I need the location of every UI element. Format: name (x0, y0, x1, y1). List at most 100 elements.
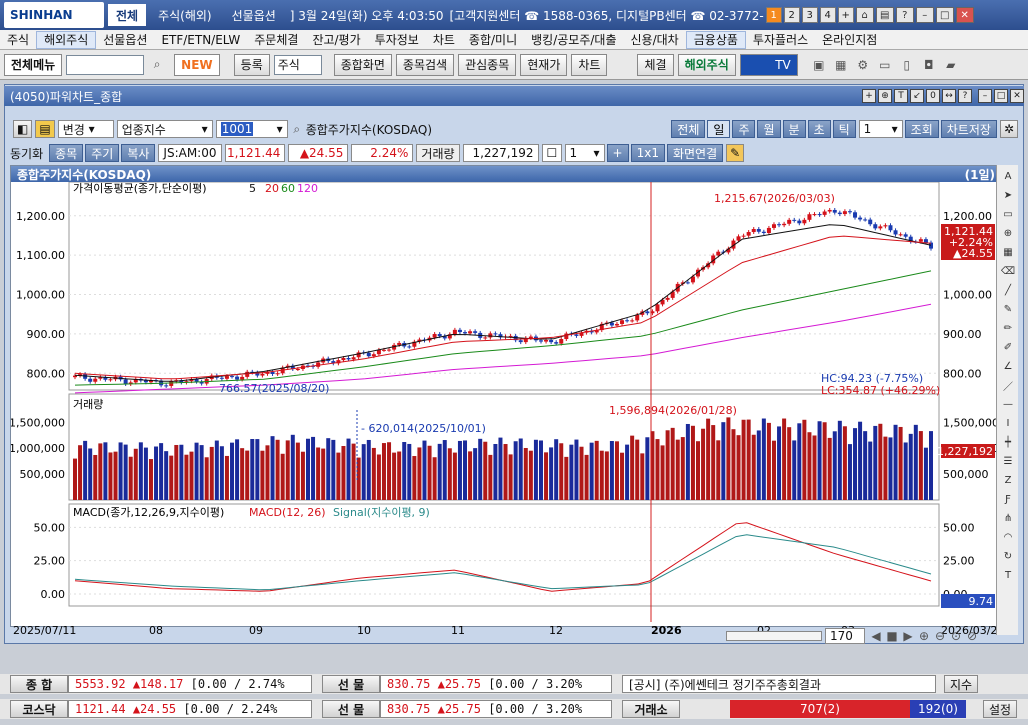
period-week-tab[interactable]: 주 (732, 120, 756, 138)
window-restore-icon[interactable]: □ (994, 89, 1008, 103)
new-button[interactable]: NEW (174, 53, 220, 76)
menu-item-10[interactable]: 신용/대차 (630, 33, 679, 47)
menu-item-11[interactable]: 금융상품 (685, 30, 746, 49)
zoom-in-icon[interactable]: ⊕ (918, 629, 930, 643)
period-second-tab[interactable]: 초 (807, 120, 831, 138)
stock-search-button[interactable]: 종목검색 (395, 53, 455, 76)
menu-item-12[interactable]: 투자플러스 (752, 33, 809, 47)
print-icon[interactable]: ▤ (875, 7, 894, 23)
code-search-icon[interactable]: ⌕ (293, 121, 301, 136)
pin-icon[interactable]: ⊕ (878, 89, 892, 103)
zero-icon[interactable]: 0 (926, 89, 940, 103)
tool-z-icon[interactable]: Z (1004, 474, 1012, 486)
tool-fan-icon[interactable]: ⋔ (1003, 512, 1013, 524)
watchlist-button[interactable]: 관심종목 (458, 53, 517, 76)
layout-icon[interactable]: ▭ (879, 57, 891, 72)
period-month-tab[interactable]: 월 (757, 120, 781, 138)
tool-angle-icon[interactable]: ∠ (1003, 360, 1013, 372)
tool-cycle-icon[interactable]: ↻ (1003, 550, 1013, 562)
checkbox-icon[interactable]: ☐ (541, 144, 562, 162)
window-minimize-icon[interactable]: – (978, 89, 992, 103)
menu-item-1[interactable]: 해외주식 (36, 30, 97, 49)
zoom-fit-icon[interactable]: ⊙ (950, 629, 962, 643)
tv-button[interactable]: TV (739, 53, 798, 76)
menu-item-4[interactable]: 주문체결 (254, 33, 299, 47)
menu-item-5[interactable]: 잔고/평가 (312, 33, 361, 47)
pencil-icon[interactable]: ✎ (726, 144, 745, 162)
register-button[interactable]: 등록 (233, 53, 270, 76)
tool-erase-icon[interactable]: ⌫ (1000, 265, 1016, 277)
tool-brush-icon[interactable]: ✏ (1003, 322, 1013, 334)
menu-item-13[interactable]: 온라인지점 (822, 33, 878, 47)
gear-icon[interactable]: ⚙ (857, 57, 869, 72)
help-icon[interactable]: ? (895, 7, 914, 23)
stop-icon[interactable]: ■ (886, 629, 898, 643)
tool-text-icon[interactable]: T (1004, 569, 1012, 581)
tool-line-icon[interactable]: ╱ (1004, 284, 1012, 296)
screen-1-button[interactable]: 1 (765, 7, 782, 23)
prev-icon[interactable]: ◀ (871, 629, 881, 643)
link-icon[interactable]: ↙ (910, 89, 924, 103)
period-all-tab[interactable]: 전체 (671, 120, 706, 138)
index-button[interactable]: 지수 (944, 675, 979, 693)
folder-icon[interactable]: ▰ (946, 57, 956, 72)
tool-grid-icon[interactable]: ☰ (1003, 455, 1013, 467)
overseas-stock-button[interactable]: 해외주식 (677, 53, 736, 76)
screen-3-button[interactable]: 3 (801, 7, 818, 23)
stock-select[interactable]: 주식 (273, 54, 322, 75)
period-day-tab[interactable]: 일 (707, 120, 731, 138)
scroll-slider[interactable] (726, 631, 822, 641)
sync-item-button[interactable]: 종목 (49, 144, 84, 162)
lock-icon[interactable]: ◘ (924, 57, 934, 72)
category-select[interactable]: 업종지수 ▾ (116, 120, 213, 138)
tool-pen-icon[interactable]: ✎ (1003, 303, 1013, 315)
tool-arc-icon[interactable]: ◠ (1003, 531, 1013, 543)
screen-2-button[interactable]: 2 (783, 7, 800, 23)
text-icon[interactable]: T (894, 89, 908, 103)
link-screen-button[interactable]: 화면연결 (666, 144, 724, 162)
switch-icon[interactable]: ↔ (942, 89, 956, 103)
period-minute-tab[interactable]: 분 (782, 120, 806, 138)
add-icon[interactable]: + (862, 89, 876, 103)
menu-item-7[interactable]: 차트 (432, 33, 455, 47)
tool-all-icon[interactable]: ▦ (1003, 246, 1013, 258)
chart-svg[interactable]: 1,200.001,200.001,100.001,100.001,000.00… (11, 182, 1017, 642)
screen-4-button[interactable]: 4 (819, 7, 836, 23)
tool-box-icon[interactable]: ▭ (1003, 208, 1013, 220)
tool-vline-icon[interactable]: Ι (1006, 417, 1010, 429)
menu-item-2[interactable]: 선물옵션 (103, 33, 148, 47)
menu-search-input[interactable] (66, 54, 145, 75)
search-icon[interactable]: ⌕ (153, 57, 161, 71)
tab-futures[interactable]: 선물옵션 (231, 8, 276, 23)
printer-icon[interactable]: ▣ (813, 57, 825, 72)
window-close-icon[interactable]: ✕ (1010, 89, 1024, 103)
minimize-icon[interactable]: – (915, 7, 934, 23)
chart-button[interactable]: 차트 (571, 53, 608, 76)
tool-marker-icon[interactable]: ✐ (1003, 341, 1013, 353)
home-icon[interactable]: ⌂ (855, 7, 874, 23)
chart-area[interactable]: 종합주가지수(KOSDAQ) (1일) 1,200.00 1,200.00 1,10… (10, 165, 1018, 637)
window-help-icon[interactable]: ? (958, 89, 972, 103)
calculator-icon[interactable]: ▦ (835, 57, 847, 72)
tool-fib-icon[interactable]: Ƒ (1005, 493, 1011, 505)
tool-slash-icon[interactable]: ／ (1003, 381, 1013, 393)
fill-button[interactable]: 체결 (637, 53, 674, 76)
tab-stock-overseas[interactable]: 주식(해외) (158, 8, 212, 23)
zoom-out-icon[interactable]: ⊖ (934, 629, 946, 643)
overview-button[interactable]: 종합화면 (333, 53, 392, 76)
code-input[interactable]: 1001 ▾ (215, 120, 288, 138)
maximize-icon[interactable]: □ (935, 7, 954, 23)
zoom-reset-icon[interactable]: ⊘ (966, 629, 978, 643)
add-screen-button[interactable]: + (837, 7, 854, 23)
menu-item-9[interactable]: 뱅킹/공모주/대출 (531, 33, 617, 47)
tab-all[interactable]: 전체 (108, 4, 147, 26)
menu-item-6[interactable]: 투자정보 (374, 33, 419, 47)
tool-cross-icon[interactable]: ┿ (1004, 436, 1012, 448)
period-count-select[interactable]: 1 ▾ (858, 120, 903, 138)
count-select[interactable]: 1 ▾ (564, 144, 605, 162)
inquiry-button[interactable]: 조회 (904, 120, 939, 138)
plus-button[interactable]: + (606, 144, 629, 162)
window-icon[interactable]: ▯ (903, 57, 911, 72)
zoom-count-field[interactable]: 170 (825, 628, 865, 644)
tool-a-icon[interactable]: A (1004, 170, 1012, 182)
